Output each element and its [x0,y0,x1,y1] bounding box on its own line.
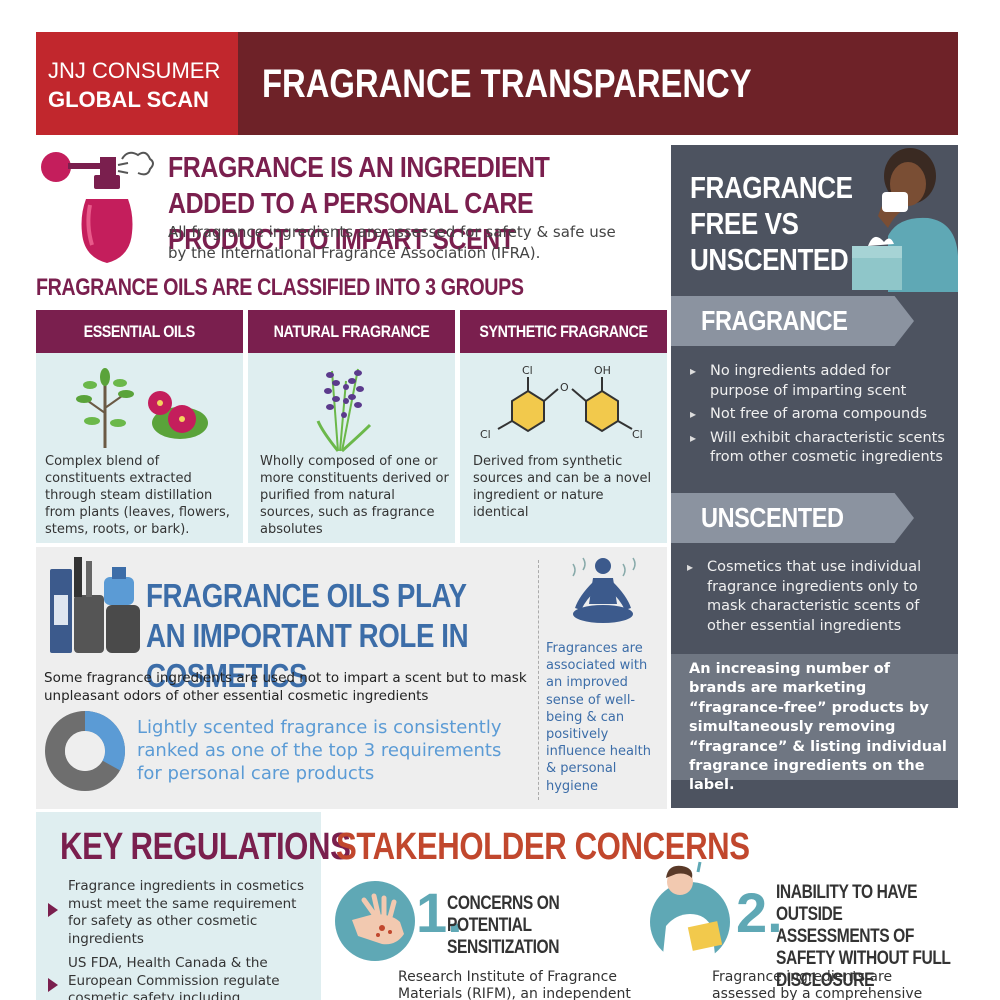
concern-body: Fragrance ingredients are assessed by a … [712,969,923,1000]
group-natural-oils: NATURAL FRAGRANCE OILS Wholly composed o… [248,310,455,543]
cosmetics-body: Some fragrance ingredients are used not … [44,670,527,704]
brands-note: An increasing number of brands are marke… [689,661,947,794]
bullet-item: Not free of aroma compounds [690,405,952,425]
plant-flowers-icon [76,368,208,448]
fragrance-free-header: FRAGRANCE FREE [671,296,914,346]
donut-highlight [45,711,125,791]
cosmetics-panel [36,547,667,809]
unscented-header: UNSCENTED [671,493,914,543]
group-description: Derived from synthetic sources and can b… [473,454,652,520]
key-regulations-panel [36,812,321,1000]
concern-title: INABILITY TO HAVE OUTSIDE ASSESSMENTS OF… [776,882,951,991]
concern-number: 2. [736,881,783,944]
bullet-item: Cosmetics that use individual fragrance … [687,558,942,636]
group-body: Wholly composed of one or more constitue… [248,353,455,543]
donut-chart [45,711,125,791]
group-description: Complex blend of constituents extracted … [45,454,230,537]
concern-number: 1. [416,881,463,944]
fragrance-free-vs-unscented-title: FRAGRANCE FREE VS UNSCENTED [690,170,853,277]
fragrance-free-bullets: No ingredients added for purpose of impa… [690,362,952,468]
divider [538,560,539,800]
page-title: FRAGRANCE TRANSPARENCY [262,62,752,106]
scientist-icon [650,861,730,964]
stakeholder-title: STAKEHOLDER CONCERNS [336,826,750,868]
oh-label: OH [594,364,611,377]
group-header: SYNTHETIC FRAGRANCE OILS [460,310,667,384]
concern-title: CONCERNS ON POTENTIAL SENSITIZATION [447,893,560,958]
concern-body: Research Institute of Fragrance Material… [398,969,631,1000]
intro-title: FRAGRANCE IS AN INGREDIENT ADDED TO A PE… [168,152,550,256]
brand-line-1: JNJ CONSUMER [48,58,221,83]
irritated-hand-icon [335,881,415,961]
group-body: Cl OH O Cl Cl Derived from synthetic sou… [460,353,667,543]
molecule-icon: Cl OH O Cl Cl [480,364,643,441]
group-header: ESSENTIAL OILS [36,310,243,353]
group-body: Complex blend of constituents extracted … [36,353,243,543]
bullet-item: No ingredients added for purpose of impa… [690,362,952,401]
group-header: NATURAL FRAGRANCE OILS [248,310,455,384]
header-title-block [238,32,958,135]
perfume-bottle-icon [41,151,154,263]
header-brand-block [36,32,238,135]
meditation-icon [572,557,636,623]
cosmetics-quote: Lightly scented fragrance is consistentl… [137,717,502,784]
key-regulations-title: KEY REGULATIONS [60,826,351,868]
brand-line-2: GLOBAL SCAN [48,87,209,112]
brands-note-box [671,654,958,780]
groups-title: FRAGRANCE OILS ARE CLASSIFIED INTO 3 GRO… [36,274,524,301]
triangle-bullet-icon [48,978,58,992]
cosmetics-title: FRAGRANCE OILS PLAY AN IMPORTANT ROLE IN… [146,577,469,694]
o-label: O [560,381,569,394]
group-synthetic-oils: SYNTHETIC FRAGRANCE OILS Cl OH O Cl Cl D… [460,310,667,543]
regulation-item: US FDA, Health Canada & the European Com… [68,955,280,1000]
group-essential-oils: ESSENTIAL OILS Complex blend of constitu… [36,310,243,543]
bullet-item: Will exhibit characteristic scents from … [690,429,952,468]
sneezing-person-icon [852,148,958,292]
cl-label-left: Cl [480,428,491,441]
cl-label-top: Cl [522,364,533,377]
intro-body: All fragrance ingredients are assessed f… [168,223,616,262]
cosmetics-products-icon [50,557,140,653]
lavender-icon [316,368,372,453]
unscented-bullets: Cosmetics that use individual fragrance … [687,558,942,636]
cosmetics-side-text: Fragrances are associated with an improv… [546,641,651,794]
triangle-bullet-icon [48,903,58,917]
regulation-item: Fragrance ingredients in cosmetics must … [68,878,305,947]
group-description: Wholly composed of one or more constitue… [260,454,449,537]
cl-label-right: Cl [632,428,643,441]
